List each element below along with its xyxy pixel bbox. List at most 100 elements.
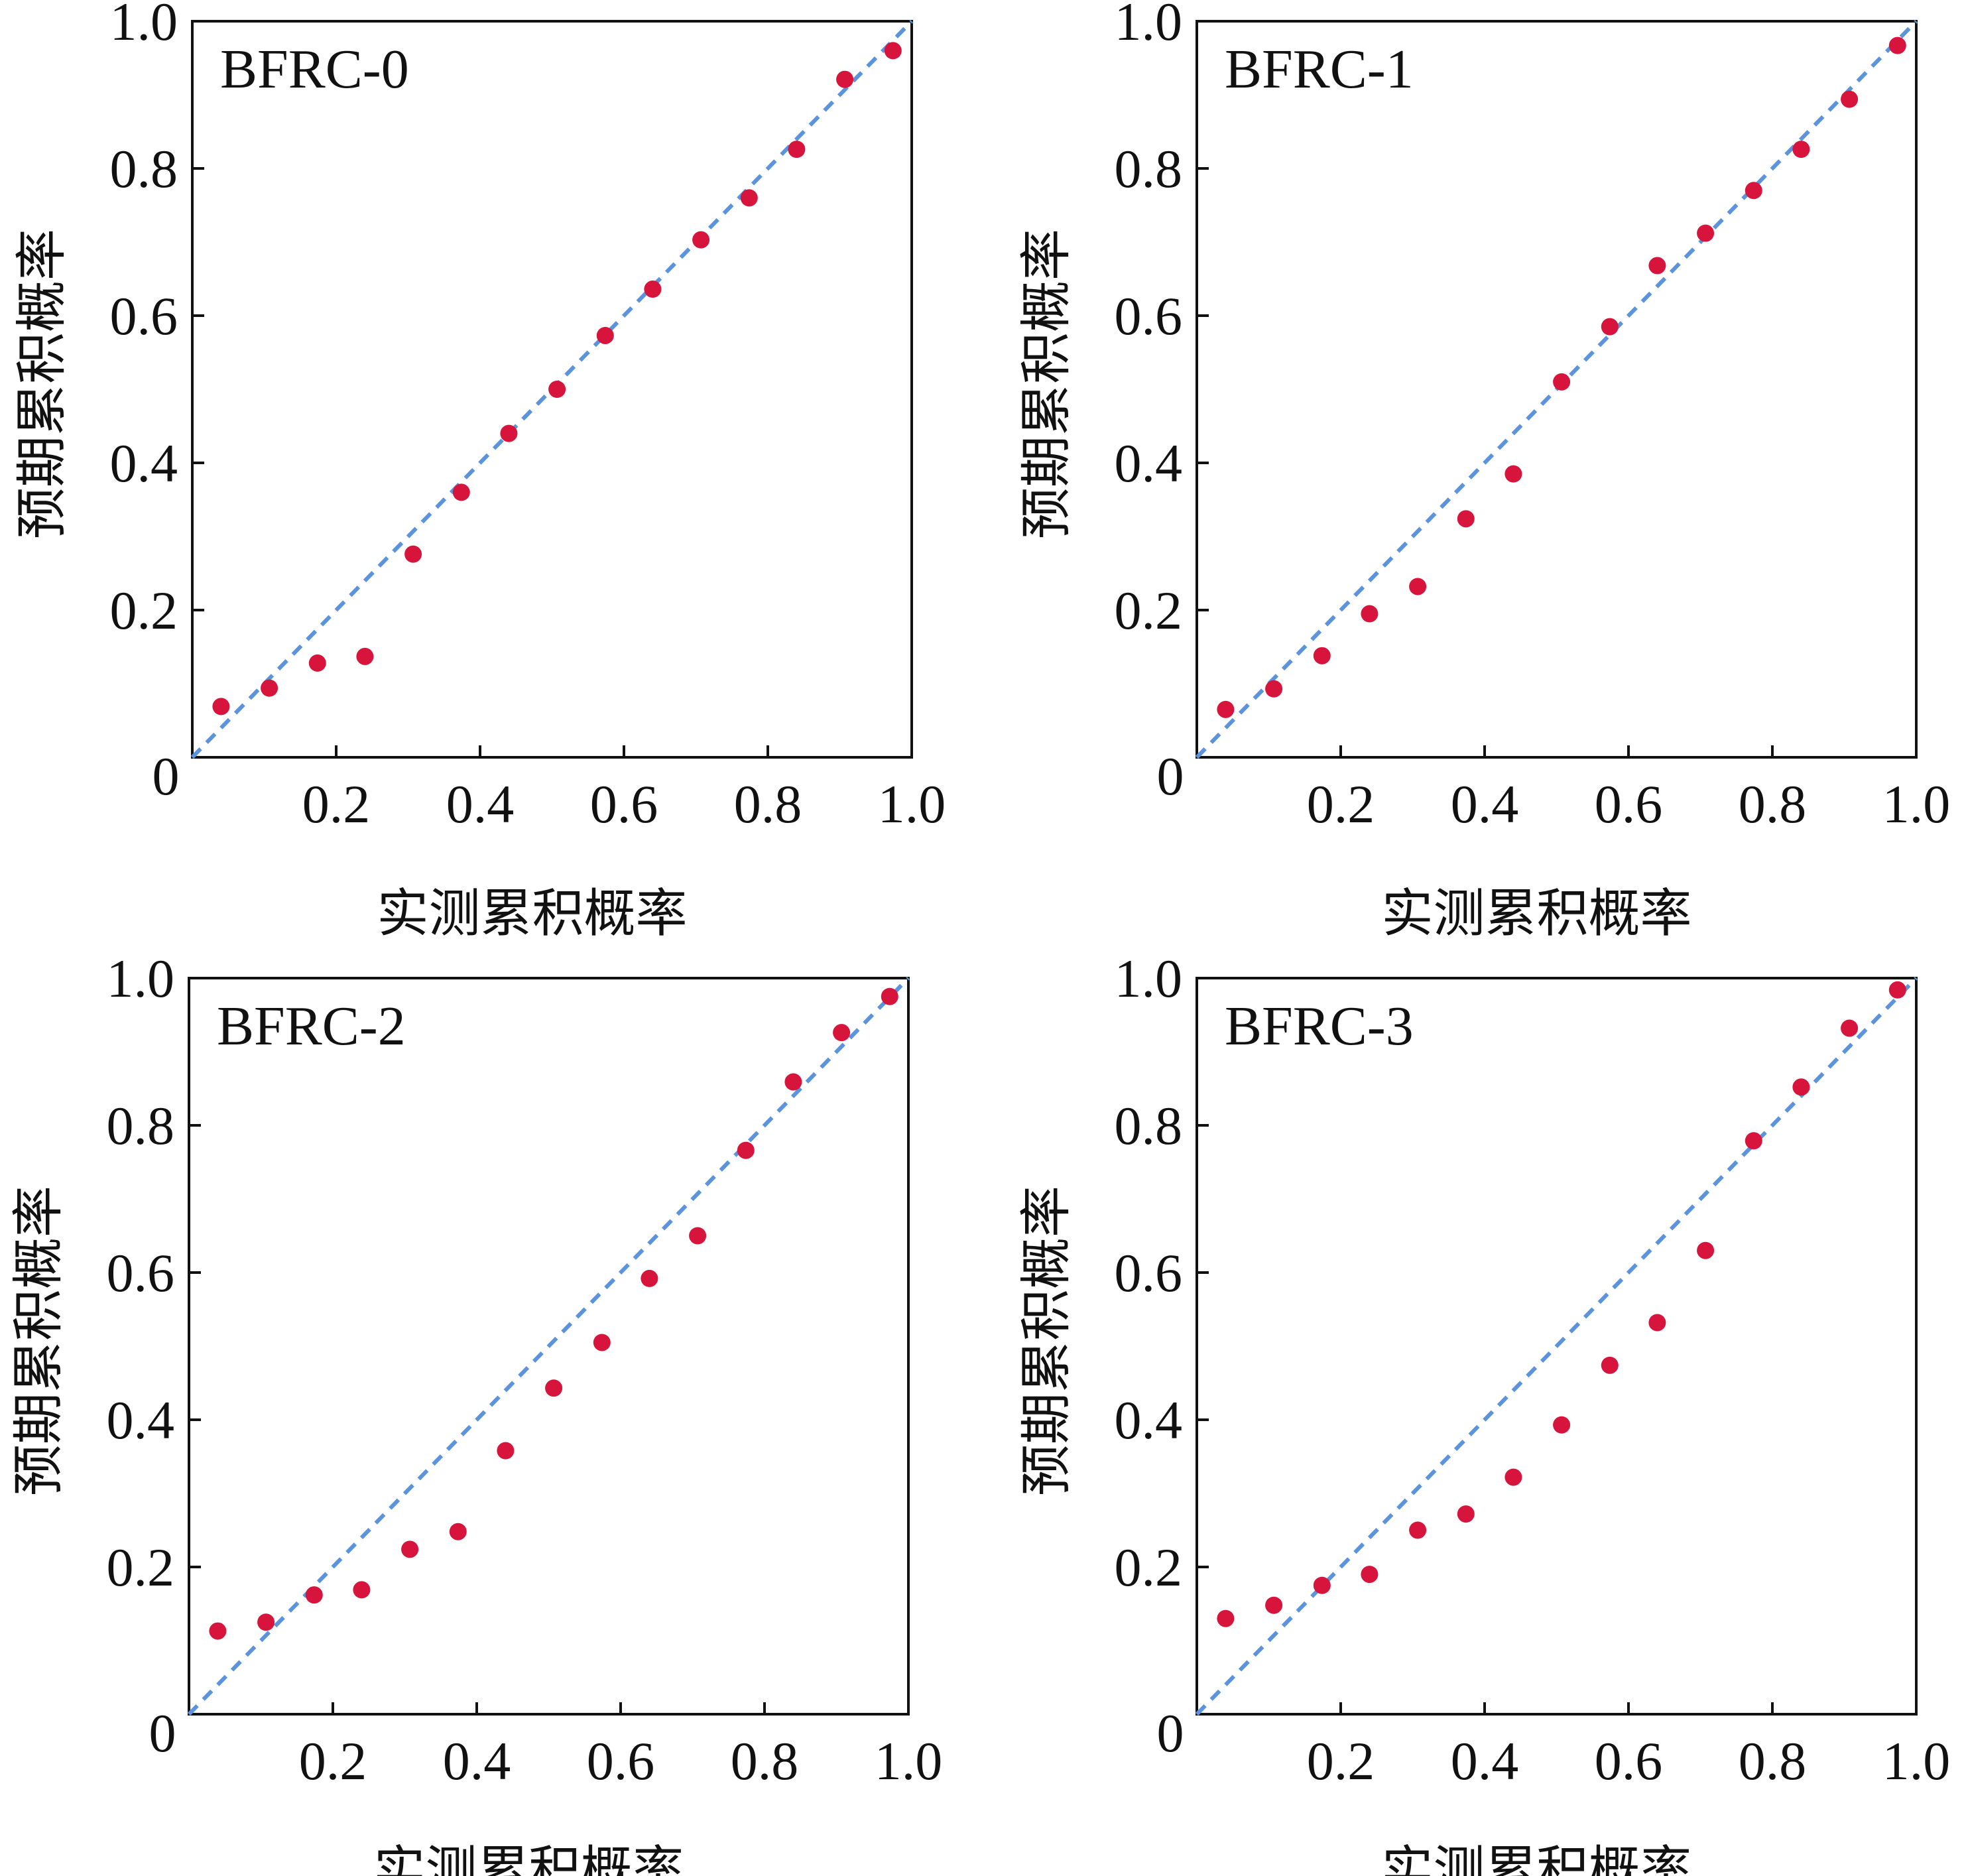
y-tick-label: 0.4: [1115, 1390, 1183, 1450]
y-tick-label: 0.6: [1115, 286, 1183, 346]
y-tick-label: 1.0: [107, 948, 175, 1009]
y-axis-title: 预期累积概率: [9, 1186, 68, 1496]
x-tick-label: 0.6: [587, 1731, 655, 1791]
data-point: [545, 1379, 563, 1397]
data-point: [1409, 578, 1427, 595]
x-tick-label: 1.0: [1882, 1731, 1951, 1791]
data-point: [644, 281, 662, 298]
data-point: [1504, 1468, 1522, 1486]
plot-frame: [1196, 20, 1918, 759]
panel-2: 0.2 0.4 0.6 0.8 1.0 0.2 0.4 0.6 0.8 1.0 0 BFRC-1 实测累…: [1016, 0, 1950, 944]
origin-label: 0: [153, 746, 180, 806]
y-tick-label: 0.4: [1115, 433, 1183, 493]
data-point: [353, 1581, 371, 1599]
data-point: [593, 1334, 611, 1351]
x-tick-label: 1.0: [1882, 774, 1951, 834]
data-point: [1217, 1609, 1235, 1627]
data-point: [737, 1141, 755, 1159]
x-tick-label: 0.2: [302, 774, 371, 834]
data-point: [1217, 700, 1235, 718]
data-point: [305, 1586, 323, 1604]
x-tick-label: 1.0: [875, 1731, 943, 1791]
y-tick-label: 1.0: [1115, 948, 1183, 1009]
origin-label: 0: [1157, 746, 1184, 806]
reference-line: [187, 976, 910, 1716]
data-point: [449, 1523, 467, 1540]
data-point: [1265, 680, 1283, 698]
data-point: [1265, 1596, 1283, 1614]
data-point: [1457, 1505, 1475, 1523]
data-point: [836, 70, 854, 88]
data-point: [641, 1269, 658, 1287]
x-tick-label: 0.6: [1595, 1731, 1663, 1791]
data-point: [1504, 465, 1522, 483]
panel-title: BFRC-1: [1225, 38, 1414, 100]
data-point: [1697, 224, 1715, 242]
panel-4: 0.2 0.4 0.6 0.8 1.0 0.2 0.4 0.6 0.8 1.0 0 BFRC-3 实测累…: [1016, 948, 1950, 1876]
data-point: [784, 1073, 802, 1091]
data-point: [1601, 1356, 1619, 1374]
x-tick-label: 0.4: [446, 774, 515, 834]
data-point: [1648, 257, 1666, 275]
data-point: [308, 654, 326, 672]
x-tick-label: 0.2: [299, 1731, 367, 1791]
y-tick-label: 0.8: [1115, 139, 1183, 199]
data-point: [1888, 981, 1906, 999]
panel-title: BFRC-0: [220, 38, 409, 100]
x-tick-label: 0.4: [1451, 774, 1519, 834]
panel-title: BFRC-2: [217, 995, 406, 1057]
plot-frame: [191, 20, 913, 759]
data-point: [1745, 1132, 1762, 1150]
x-tick-label: 0.4: [1451, 1731, 1519, 1791]
data-point: [548, 381, 566, 398]
x-tick-label: 0.6: [1595, 774, 1663, 834]
data-point: [596, 326, 614, 344]
data-point: [1648, 1314, 1666, 1332]
y-tick-label: 1.0: [1115, 0, 1183, 52]
y-tick-label: 0.6: [107, 1243, 175, 1303]
y-tick-label: 0.2: [107, 1537, 175, 1597]
x-tick-label: 0.8: [734, 774, 802, 834]
data-point: [261, 679, 278, 697]
data-point: [500, 424, 518, 442]
x-tick-label: 0.4: [443, 1731, 511, 1791]
x-tick-label: 1.0: [878, 774, 946, 834]
plot-frame: [188, 977, 910, 1716]
y-tick-label: 0.8: [107, 1095, 175, 1156]
data-point: [1792, 141, 1810, 158]
data-point: [740, 189, 758, 207]
origin-label: 0: [149, 1703, 176, 1763]
panel-title: BFRC-3: [1225, 995, 1414, 1057]
data-point: [212, 698, 230, 716]
x-axis-title: 实测累积概率: [1381, 1841, 1691, 1876]
y-tick-label: 0.2: [110, 580, 178, 641]
panel-1: 0.2 0.4 0.6 0.8 1.0 0.2 0.4 0.6 0.8 1.0 0 BFRC-0 实测累…: [12, 0, 946, 944]
data-point: [1792, 1078, 1810, 1096]
y-tick-label: 0.8: [1115, 1095, 1183, 1156]
x-axis-title: 实测累积概率: [1381, 884, 1691, 944]
data-point: [1601, 318, 1619, 336]
data-point: [497, 1442, 515, 1460]
x-tick-label: 0.2: [1307, 1731, 1375, 1791]
data-point: [1888, 36, 1906, 54]
data-point: [1841, 1019, 1859, 1037]
data-point: [356, 647, 374, 665]
data-point: [1313, 647, 1331, 664]
x-tick-label: 0.6: [590, 774, 658, 834]
data-point: [404, 545, 422, 563]
x-tick-label: 0.8: [1739, 774, 1807, 834]
y-tick-label: 0.6: [1115, 1243, 1183, 1303]
y-tick-label: 0.6: [110, 286, 178, 346]
data-point: [452, 483, 470, 501]
y-tick-label: 0.2: [1115, 1537, 1183, 1597]
data-point: [401, 1540, 419, 1558]
data-point: [884, 42, 902, 60]
x-tick-label: 0.8: [731, 1731, 799, 1791]
y-tick-label: 0.4: [110, 433, 178, 493]
x-tick-label: 0.8: [1739, 1731, 1807, 1791]
data-point: [1553, 373, 1571, 391]
origin-label: 0: [1157, 1703, 1184, 1763]
panels: 0.2 0.4 0.6 0.8 1.0 0.2 0.4 0.6 0.8 1.0 0 BFRC-0 实测累…: [9, 0, 1950, 1876]
y-tick-label: 1.0: [110, 0, 178, 52]
